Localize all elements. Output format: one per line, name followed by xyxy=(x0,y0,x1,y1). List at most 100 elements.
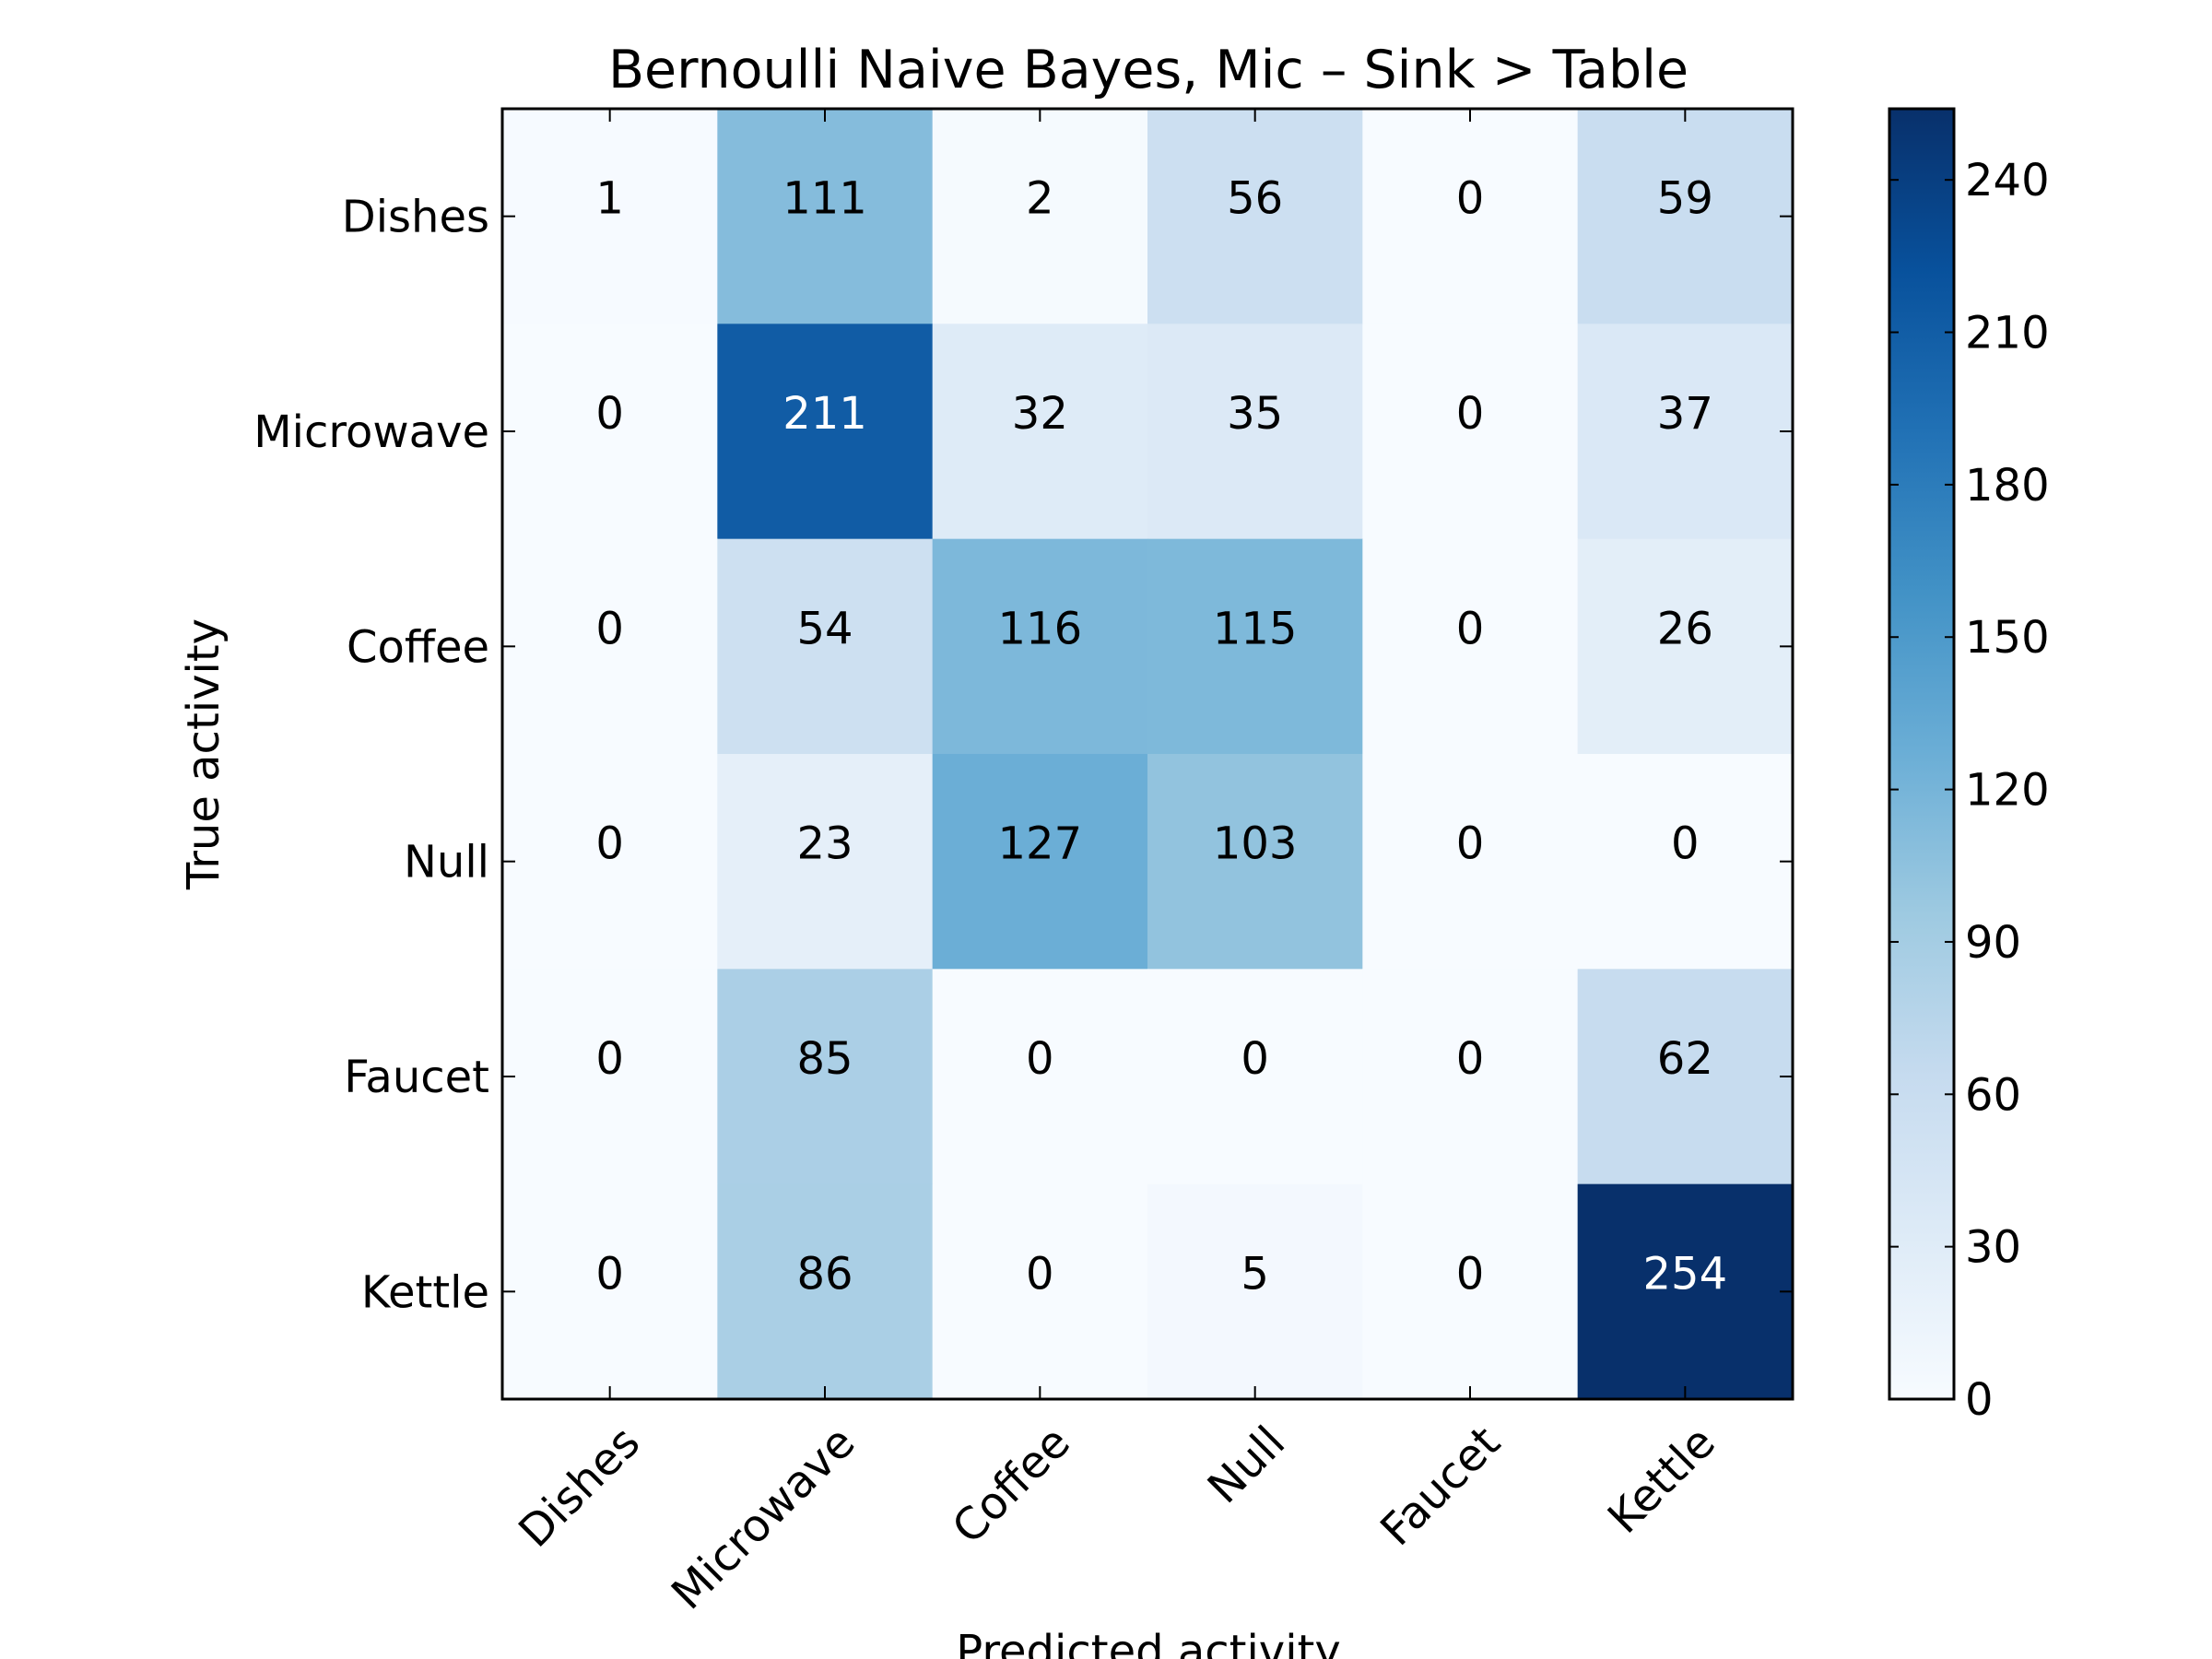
heatmap-cell-r2-c3 xyxy=(1147,538,1363,755)
cell-value-r2-c4: 0 xyxy=(1456,603,1485,654)
heatmap-cell-r4-c3 xyxy=(1147,969,1363,1185)
colorbar-tick-label: 60 xyxy=(1965,1069,2021,1121)
heatmap-cell-r1-c2 xyxy=(932,324,1148,540)
cell-value-r0-c4: 0 xyxy=(1456,173,1485,225)
heatmap-cell-r2-c5 xyxy=(1577,538,1794,755)
colorbar-tick-label: 0 xyxy=(1965,1374,1994,1426)
heatmap-cell-r5-c5 xyxy=(1577,1183,1794,1400)
cell-value-r2-c3: 115 xyxy=(1213,603,1298,654)
heatmap-cell-r2-c4 xyxy=(1362,538,1579,755)
y-tick-label-kettle: Kettle xyxy=(361,1266,489,1318)
x-tick-label-kettle: Kettle xyxy=(1598,1417,1725,1544)
x-tick-label-null: Null xyxy=(1198,1417,1295,1513)
cell-value-r0-c0: 1 xyxy=(595,173,624,225)
heatmap-cell-r0-c3 xyxy=(1147,109,1363,324)
heatmap-cell-r2-c2 xyxy=(932,538,1148,755)
cell-value-r4-c0: 0 xyxy=(595,1033,624,1085)
y-tick-label-faucet: Faucet xyxy=(344,1052,489,1103)
cell-value-r3-c2: 127 xyxy=(998,818,1083,870)
heatmap-cell-r5-c1 xyxy=(717,1183,934,1400)
heatmap-cell-r2-c1 xyxy=(717,538,934,755)
cell-value-r0-c1: 111 xyxy=(782,173,867,225)
heatmap-cell-r5-c3 xyxy=(1147,1183,1363,1400)
y-axis-ticks: Dishes Microwave Coffee Null Faucet Kettle xyxy=(253,192,1793,1318)
cell-value-r4-c3: 0 xyxy=(1241,1033,1269,1085)
heatmap-cell-r5-c0 xyxy=(502,1183,718,1400)
cell-value-r1-c3: 35 xyxy=(1227,388,1283,440)
colorbar-tick-label: 180 xyxy=(1965,460,2050,512)
colorbar-frame xyxy=(1888,107,1956,1401)
cell-value-r0-c2: 2 xyxy=(1026,173,1054,225)
cell-value-r2-c2: 116 xyxy=(998,603,1083,654)
x-axis-label: Predicted activity xyxy=(956,1626,1341,1659)
heatmap-cell-r1-c3 xyxy=(1147,324,1363,540)
cell-value-r1-c5: 37 xyxy=(1657,388,1713,440)
colorbar-tick-label: 240 xyxy=(1965,155,2050,206)
heatmap-cell-r2-c0 xyxy=(502,538,718,755)
colorbar-ticks: 0 30 60 90 120 150 180 210 240 xyxy=(1889,155,2050,1426)
cell-value-r3-c4: 0 xyxy=(1456,818,1485,870)
heatmap-cell-r3-c3 xyxy=(1147,754,1363,970)
cell-value-r1-c0: 0 xyxy=(595,388,624,440)
cell-value-r5-c0: 0 xyxy=(595,1248,624,1300)
cell-value-r5-c5: 254 xyxy=(1643,1248,1728,1300)
heatmap-cell-r4-c2 xyxy=(932,969,1148,1185)
colorbar-tick-label: 120 xyxy=(1965,765,2050,817)
cell-value-r1-c2: 32 xyxy=(1012,388,1068,440)
heatmap-cell-r0-c5 xyxy=(1577,109,1794,324)
y-tick-label-microwave: Microwave xyxy=(253,406,489,458)
heatmap-cell-r3-c2 xyxy=(932,754,1148,970)
cell-value-r3-c5: 0 xyxy=(1671,818,1700,870)
heatmap-cell-values: 1 111 2 56 0 590 211 32 35 0 370 54 116 115 0 260 23 127 1… xyxy=(595,173,1727,1300)
heatmap-cell-r4-c5 xyxy=(1577,969,1794,1185)
y-tick-label-coffee: Coffee xyxy=(347,621,489,673)
heatmap-cell-r5-c4 xyxy=(1362,1183,1579,1400)
cell-value-r2-c5: 26 xyxy=(1657,603,1713,654)
heatmap-cell-r1-c5 xyxy=(1577,324,1794,540)
cell-value-r0-c5: 59 xyxy=(1657,173,1713,225)
colorbar-tick-label: 150 xyxy=(1965,612,2050,664)
cell-value-r4-c1: 85 xyxy=(796,1033,853,1085)
heatmap-cell-r1-c0 xyxy=(502,324,718,540)
cell-value-r5-c4: 0 xyxy=(1456,1248,1485,1300)
heatmap-cell-r1-c4 xyxy=(1362,324,1579,540)
cell-value-r2-c0: 0 xyxy=(595,603,624,654)
plot-frame xyxy=(500,107,1794,1401)
heatmap-cell-r4-c0 xyxy=(502,969,718,1185)
x-tick-label-coffee: Coffee xyxy=(943,1417,1080,1554)
heatmap-cell-r4-c1 xyxy=(717,969,934,1185)
heatmap-cell-r0-c0 xyxy=(502,109,718,324)
heatmap-cells xyxy=(502,109,1794,1400)
cell-value-r3-c3: 103 xyxy=(1213,818,1298,870)
heatmap-cell-r3-c1 xyxy=(717,754,934,970)
colorbar-tick-label: 30 xyxy=(1965,1222,2021,1274)
x-tick-label-dishes: Dishes xyxy=(509,1417,650,1558)
colorbar-tick-label: 90 xyxy=(1965,917,2021,969)
cell-value-r4-c2: 0 xyxy=(1026,1033,1054,1085)
chart-title: Bernoulli Naive Bayes, Mic – Sink > Tabl… xyxy=(608,40,1688,100)
y-tick-label-null: Null xyxy=(404,837,489,888)
heatmap-cell-r4-c4 xyxy=(1362,969,1579,1185)
heatmap-cell-r3-c0 xyxy=(502,754,718,970)
cell-value-r2-c1: 54 xyxy=(796,603,853,654)
y-tick-label-dishes: Dishes xyxy=(342,192,489,243)
heatmap-cell-r0-c4 xyxy=(1362,109,1579,324)
cell-value-r5-c2: 0 xyxy=(1026,1248,1054,1300)
x-tick-label-microwave: Microwave xyxy=(662,1417,865,1619)
cell-value-r4-c5: 62 xyxy=(1657,1033,1713,1085)
y-axis-label: True activity xyxy=(178,618,229,890)
heatmap-cell-r3-c5 xyxy=(1577,754,1794,970)
heatmap-cell-r5-c2 xyxy=(932,1183,1148,1400)
x-tick-label-faucet: Faucet xyxy=(1371,1417,1510,1556)
colorbar-tick-label: 210 xyxy=(1965,308,2050,359)
cell-value-r0-c3: 56 xyxy=(1227,173,1283,225)
cell-value-r1-c4: 0 xyxy=(1456,388,1485,440)
cell-value-r5-c3: 5 xyxy=(1241,1248,1269,1300)
heatmap-cell-r0-c1 xyxy=(717,109,934,324)
cell-value-r3-c1: 23 xyxy=(796,818,853,870)
cell-value-r3-c0: 0 xyxy=(595,818,624,870)
cell-value-r1-c1: 211 xyxy=(782,388,867,440)
heatmap-cell-r3-c4 xyxy=(1362,754,1579,970)
colorbar-gradient xyxy=(1889,109,1954,1399)
